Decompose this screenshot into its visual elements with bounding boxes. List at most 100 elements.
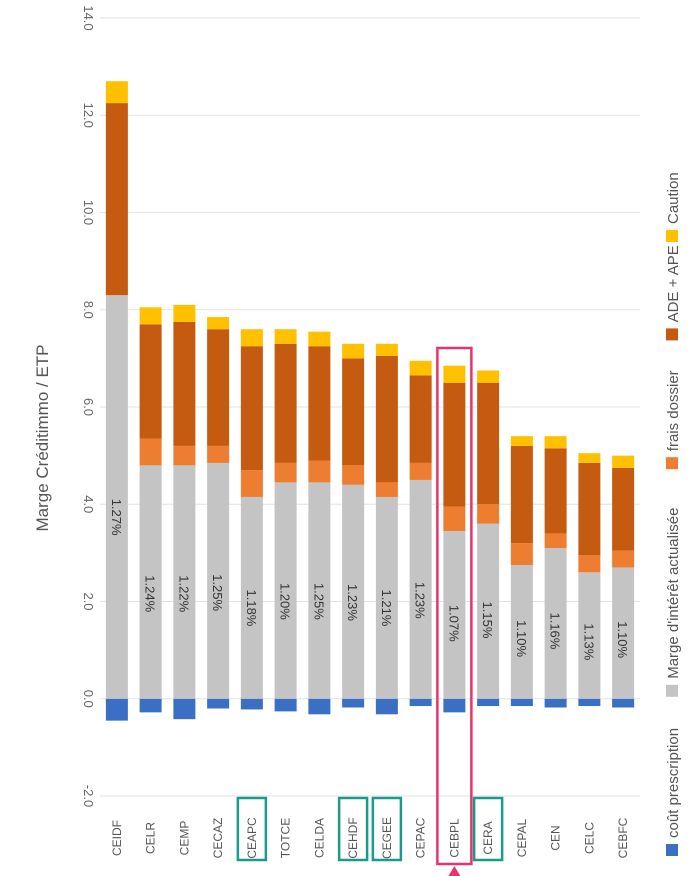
- bar-segment: [612, 455, 635, 468]
- bar-segment: [240, 329, 263, 347]
- data-label: 1.10%: [514, 620, 529, 657]
- category-label: CEMP: [177, 821, 191, 856]
- bar-segment: [544, 698, 567, 708]
- legend-label: ADE + APE: [665, 245, 682, 322]
- data-label: 1.10%: [615, 621, 630, 658]
- bar-segment: [375, 355, 398, 483]
- data-label: 1.07%: [446, 605, 461, 642]
- bar-segment: [375, 496, 398, 699]
- bar-segment: [274, 343, 297, 463]
- bar-segment: [308, 331, 331, 347]
- data-label: 1.15%: [480, 602, 495, 639]
- category-label: CEPAL: [515, 818, 529, 857]
- category-label: TOTCE: [279, 818, 293, 858]
- y-axis-ticks: -2.0 0.0 2.0 4.0 6.0 8.0 10.0 12.0 14.0: [81, 5, 96, 807]
- bar-segment: [443, 365, 466, 383]
- data-label: 1.25%: [311, 583, 326, 620]
- y-tick-label: 2.0: [81, 592, 96, 610]
- bar-segment: [409, 360, 432, 376]
- category-label: CEHDF: [346, 817, 360, 858]
- bar-segment: [173, 304, 196, 322]
- bar-segment: [443, 382, 466, 507]
- bar-segment: [308, 698, 331, 715]
- bar-segment: [240, 496, 263, 699]
- bar-segment: [240, 346, 263, 471]
- category-label: CEPAC: [414, 817, 428, 858]
- bar-segment: [139, 307, 162, 325]
- category-label: CERA: [481, 821, 495, 854]
- bar-segment: [308, 460, 331, 483]
- bar-segment: [510, 436, 533, 446]
- legend: coût prescription Marge d'intérêt actuali…: [665, 172, 682, 856]
- bar-segment: [274, 329, 297, 344]
- data-label: 1.24%: [143, 575, 158, 612]
- y-tick-label: 4.0: [81, 495, 96, 513]
- bar-segment: [477, 698, 500, 707]
- legend-label: Marge d'intérêt actualisée: [665, 508, 682, 679]
- y-tick-label: 6.0: [81, 398, 96, 416]
- data-label: 1.23%: [345, 584, 360, 621]
- bar-segment: [544, 448, 567, 534]
- data-label: 1.18%: [244, 590, 259, 627]
- bar-segment: [544, 533, 567, 549]
- bar-segment: [477, 382, 500, 505]
- bar-segment: [443, 506, 466, 531]
- bar-segment: [240, 698, 263, 710]
- bar-segment: [342, 698, 365, 708]
- data-labels: 1.27% 1.24% 1.22% 1.25% 1.18% 1.20% 1.25% 1.23%…: [109, 499, 630, 661]
- bar-segment: [105, 295, 128, 699]
- bar-segment: [510, 445, 533, 544]
- highlight-boxes: [236, 346, 504, 876]
- data-label: 1.20%: [278, 583, 293, 620]
- bar-segment: [578, 453, 601, 463]
- bar-segment: [274, 698, 297, 712]
- highlight-box: [337, 796, 369, 862]
- bar-segment: [207, 329, 230, 446]
- legend-swatch: [666, 684, 678, 697]
- bar-segment: [274, 482, 297, 699]
- bar-segment: [409, 698, 432, 707]
- legend-swatch: [666, 844, 678, 856]
- bar-segment: [139, 698, 162, 713]
- bar-segment: [308, 346, 331, 461]
- bar-segment: [612, 698, 635, 708]
- bar-segment: [578, 555, 601, 573]
- y-axis-label: Marge Créditimmo / ETP: [33, 344, 52, 531]
- bar-segment: [207, 698, 230, 709]
- y-tick-label: 14.0: [81, 5, 96, 30]
- bar-segment: [443, 530, 466, 699]
- category-label: CEN: [549, 825, 563, 850]
- category-label: CELR: [144, 822, 158, 854]
- bar-segment: [409, 375, 432, 463]
- bar-segment: [308, 482, 331, 699]
- category-label: CEBFC: [616, 817, 630, 858]
- category-label: CECAZ: [211, 818, 225, 859]
- y-tick-label: -2.0: [81, 785, 96, 807]
- callout-arrow: [448, 866, 461, 876]
- bars: [105, 81, 635, 721]
- bar-segment: [477, 504, 500, 524]
- bar-segment: [409, 462, 432, 480]
- highlight-box: [236, 796, 268, 862]
- data-label: 1.22%: [176, 575, 191, 612]
- y-tick-label: 12.0: [81, 103, 96, 128]
- bar-segment: [173, 321, 196, 446]
- bar-segment: [173, 445, 196, 466]
- bar-segment: [544, 436, 567, 449]
- data-label: 1.13%: [581, 623, 596, 660]
- data-label: 1.16%: [548, 612, 563, 649]
- bar-segment: [409, 479, 432, 699]
- bar-segment: [139, 465, 162, 699]
- bar-segment: [274, 462, 297, 483]
- bar-segment: [477, 523, 500, 699]
- bar-segment: [342, 465, 365, 485]
- bar-segment: [510, 543, 533, 566]
- bar-segment: [578, 698, 601, 707]
- bar-segment: [139, 438, 162, 466]
- category-label: CELC: [582, 822, 596, 854]
- callout-box: [436, 346, 473, 866]
- highlight-box: [371, 796, 403, 862]
- legend-label: frais dossier: [665, 370, 682, 451]
- y-tick-label: 0.0: [81, 690, 96, 708]
- y-tick-label: 10.0: [81, 200, 96, 225]
